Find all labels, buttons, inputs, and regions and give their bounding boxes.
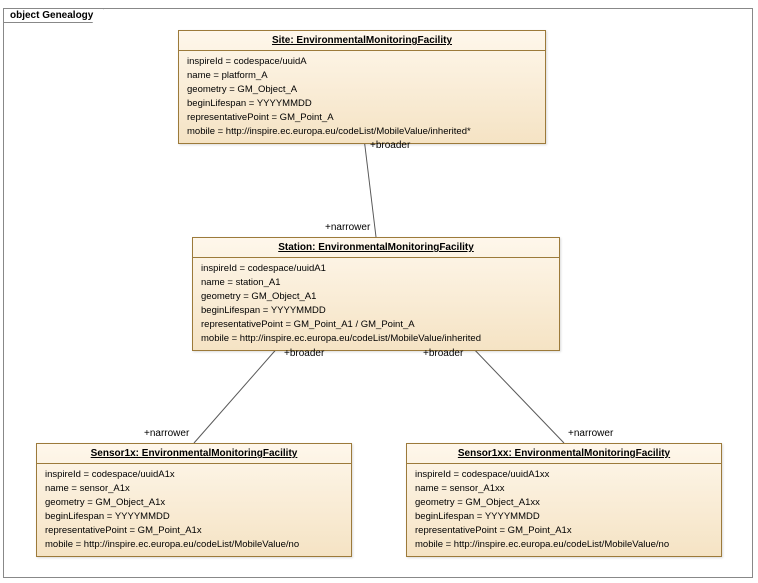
attr: beginLifespan = YYYYMMDD	[45, 510, 343, 524]
attr: representativePoint = GM_Point_A1 / GM_P…	[201, 318, 551, 332]
attr: representativePoint = GM_Point_A1x	[415, 524, 713, 538]
attr: mobile = http://inspire.ec.europa.eu/cod…	[415, 538, 713, 552]
object-sensor1x-body: inspireId = codespace/uuidA1x name = sen…	[37, 464, 351, 556]
attr: representativePoint = GM_Point_A	[187, 111, 537, 125]
attr: geometry = GM_Object_A1	[201, 290, 551, 304]
attr: mobile = http://inspire.ec.europa.eu/cod…	[45, 538, 343, 552]
attr: geometry = GM_Object_A	[187, 83, 537, 97]
object-site: Site: EnvironmentalMonitoringFacility in…	[178, 30, 546, 144]
attr: name = station_A1	[201, 276, 551, 290]
attr: geometry = GM_Object_A1xx	[415, 496, 713, 510]
object-site-title: Site: EnvironmentalMonitoringFacility	[179, 31, 545, 51]
attr: inspireId = codespace/uuidA1x	[45, 468, 343, 482]
object-sensor1x: Sensor1x: EnvironmentalMonitoringFacilit…	[36, 443, 352, 557]
attr: name = platform_A	[187, 69, 537, 83]
attr: name = sensor_A1xx	[415, 482, 713, 496]
attr: beginLifespan = YYYYMMDD	[415, 510, 713, 524]
attr: inspireId = codespace/uuidA	[187, 55, 537, 69]
edge-label: +narrower	[325, 222, 370, 233]
frame-title: object Genealogy	[3, 8, 104, 23]
object-site-body: inspireId = codespace/uuidA name = platf…	[179, 51, 545, 143]
attr: beginLifespan = YYYYMMDD	[187, 97, 537, 111]
attr: mobile = http://inspire.ec.europa.eu/cod…	[201, 332, 551, 346]
object-station-title: Station: EnvironmentalMonitoringFacility	[193, 238, 559, 258]
attr: inspireId = codespace/uuidA1xx	[415, 468, 713, 482]
object-sensor1xx-title: Sensor1xx: EnvironmentalMonitoringFacili…	[407, 444, 721, 464]
attr: representativePoint = GM_Point_A1x	[45, 524, 343, 538]
edge-label: +broader	[423, 348, 463, 359]
attr: inspireId = codespace/uuidA1	[201, 262, 551, 276]
edge-label: +narrower	[144, 428, 189, 439]
attr: mobile = http://inspire.ec.europa.eu/cod…	[187, 125, 537, 139]
object-station: Station: EnvironmentalMonitoringFacility…	[192, 237, 560, 351]
object-sensor1x-title: Sensor1x: EnvironmentalMonitoringFacilit…	[37, 444, 351, 464]
object-sensor1xx: Sensor1xx: EnvironmentalMonitoringFacili…	[406, 443, 722, 557]
diagram-canvas: object Genealogy Site: EnvironmentalMoni…	[0, 0, 758, 583]
object-sensor1xx-body: inspireId = codespace/uuidA1xx name = se…	[407, 464, 721, 556]
object-station-body: inspireId = codespace/uuidA1 name = stat…	[193, 258, 559, 350]
edge-label: +narrower	[568, 428, 613, 439]
attr: name = sensor_A1x	[45, 482, 343, 496]
edge-label: +broader	[284, 348, 324, 359]
attr: geometry = GM_Object_A1x	[45, 496, 343, 510]
attr: beginLifespan = YYYYMMDD	[201, 304, 551, 318]
edge-label: +broader	[370, 140, 410, 151]
